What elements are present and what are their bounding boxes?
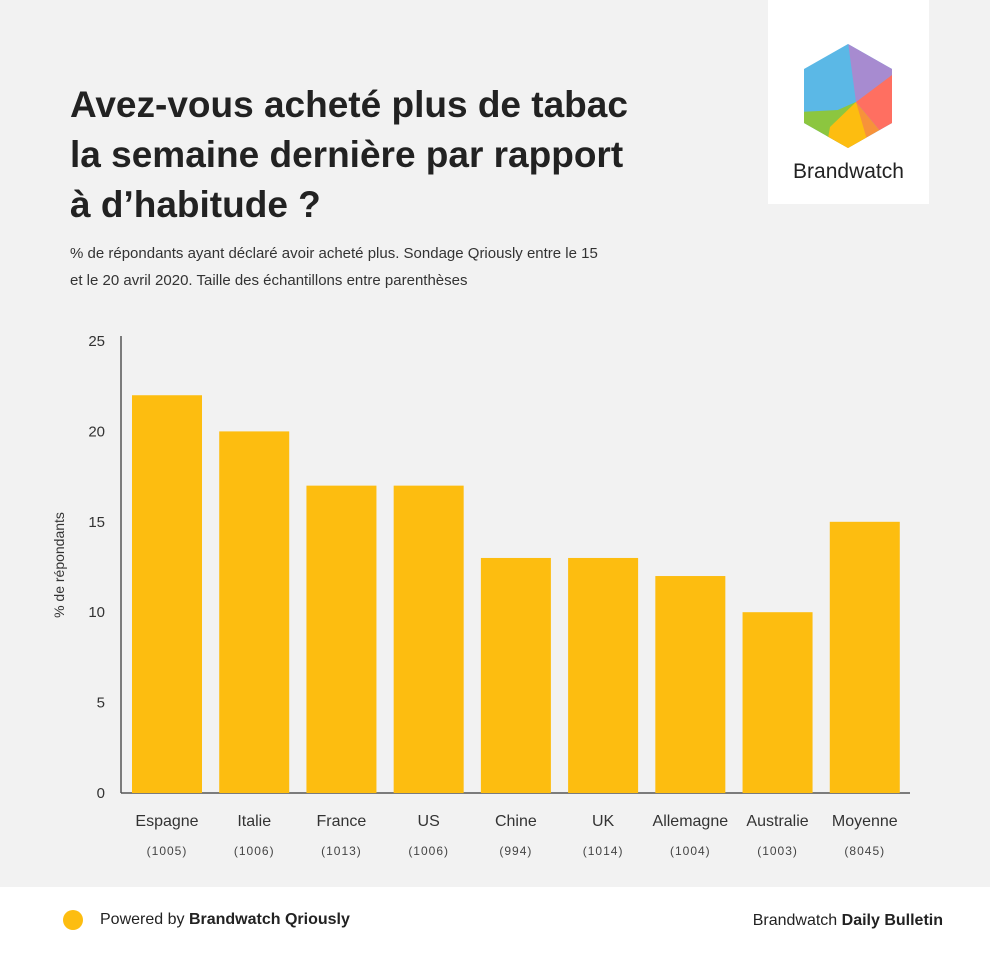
bar-australie [742,612,813,793]
footer-daily-bulletin: Brandwatch Daily Bulletin [752,912,943,929]
x-tick-label: US [418,813,440,830]
y-axis-label: % de répondants [51,512,67,618]
bar-chart: 0 5 10 15 20 25 % de répondants Espagne (1005) It… [51,333,910,858]
y-tick-label: 20 [88,423,105,440]
x-tick-label: France [317,813,367,830]
bar-moyenne [829,521,900,793]
x-tick-label: Australie [746,813,808,830]
sample-size-label: (1006) [234,844,275,858]
brandwatch-logo-text: Brandwatch [793,160,904,183]
x-tick-label: Espagne [135,813,198,830]
x-tick-label: UK [592,813,615,830]
footer-dot-icon [63,910,83,930]
sample-size-label: (1004) [670,844,711,858]
bar-us [393,485,464,793]
chart-title: Avez-vous acheté plus de tabac la semain… [70,84,628,225]
x-tick-label: Chine [495,813,537,830]
x-tick-label: Moyenne [832,813,898,830]
sample-size-label: (8045) [844,844,885,858]
sample-size-label: (1005) [147,844,188,858]
y-tick-label: 5 [97,695,105,712]
footer: Powered by Brandwatch Qriously Brandwatc… [0,887,990,963]
y-tick-label: 0 [97,785,105,802]
brandwatch-hexagon-icon [804,44,892,148]
bar-italie [219,431,290,793]
x-tick-label: Allemagne [653,813,729,830]
y-tick-label: 15 [88,514,105,531]
x-tick-label: Italie [237,813,271,830]
bar-espagne [132,395,202,793]
sample-size-label: (1003) [757,844,798,858]
sample-size-label: (1013) [321,844,362,858]
sample-size-label: (994) [499,844,532,858]
chart-subtitle: % de répondants ayant déclaré avoir ache… [70,245,598,289]
bar-uk [568,557,639,793]
bar-chine [480,557,551,793]
sample-size-label: (1014) [583,844,624,858]
sample-size-label: (1006) [408,844,449,858]
y-tick-label: 25 [88,333,105,350]
bar-allemagne [655,576,726,793]
bar-france [306,485,377,793]
y-tick-label: 10 [88,604,105,621]
footer-powered-by: Powered by Brandwatch Qriously [100,911,350,928]
brandwatch-logo-card: Brandwatch [768,0,929,204]
